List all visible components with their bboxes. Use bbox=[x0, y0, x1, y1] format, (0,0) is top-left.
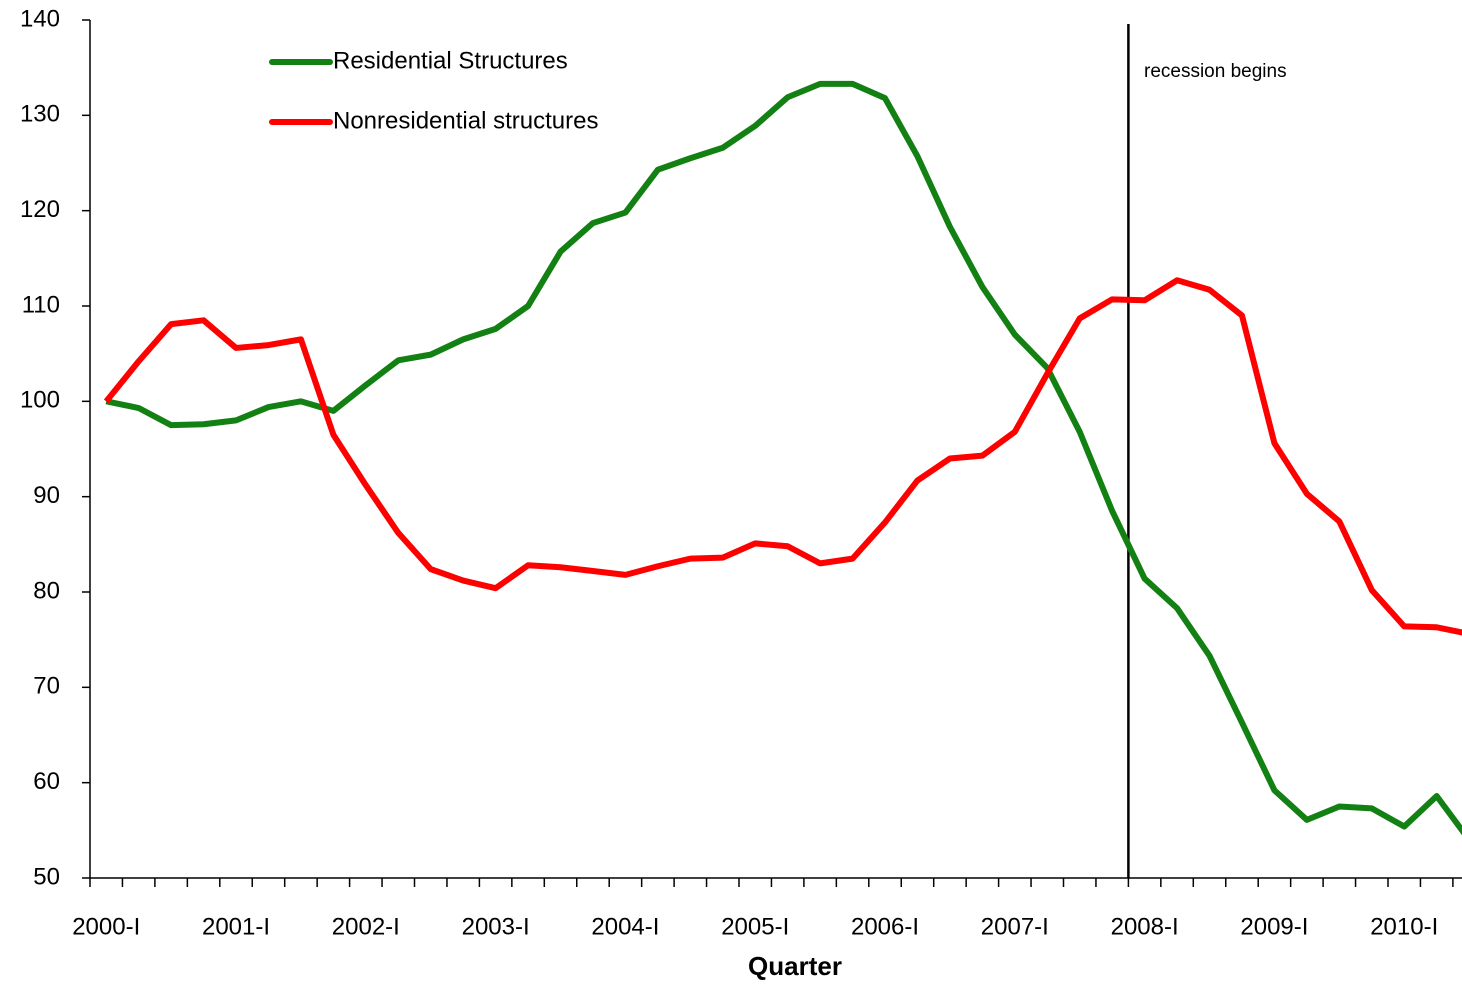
x-tick-label: 2008-I bbox=[1111, 913, 1179, 940]
y-tick-label: 130 bbox=[20, 101, 60, 128]
x-tick-label: 2002-I bbox=[332, 913, 400, 940]
series-line bbox=[103, 277, 1462, 636]
series-line bbox=[105, 80, 1462, 836]
legend-label: Residential Structures bbox=[333, 47, 568, 74]
x-tick-label: 2009-I bbox=[1240, 913, 1308, 940]
y-tick-label: 140 bbox=[20, 5, 60, 32]
y-tick-label: 90 bbox=[33, 482, 60, 509]
x-tick-label: 2004-I bbox=[591, 913, 659, 940]
y-tick-label: 120 bbox=[20, 196, 60, 223]
y-tick-label: 50 bbox=[33, 863, 60, 890]
x-tick-label: 2010-I bbox=[1370, 913, 1438, 940]
x-axis-title: Quarter bbox=[748, 951, 842, 981]
annotation: recession begins bbox=[1144, 61, 1287, 82]
y-tick-label: 80 bbox=[33, 577, 60, 604]
y-tick-label: 110 bbox=[22, 291, 60, 318]
legend-label: Nonresidential structures bbox=[333, 107, 598, 134]
y-tick-label: 70 bbox=[33, 673, 60, 700]
y-tick-label: 100 bbox=[20, 387, 60, 414]
x-tick-label: 2000-I bbox=[72, 913, 140, 940]
x-tick-label: 2003-I bbox=[462, 913, 530, 940]
x-tick-label: 2007-I bbox=[981, 913, 1049, 940]
x-tick-label: 2006-I bbox=[851, 913, 919, 940]
x-tick-label: 2001-I bbox=[202, 913, 270, 940]
x-tick-label: 2005-I bbox=[721, 913, 789, 940]
y-tick-label: 60 bbox=[33, 768, 60, 795]
